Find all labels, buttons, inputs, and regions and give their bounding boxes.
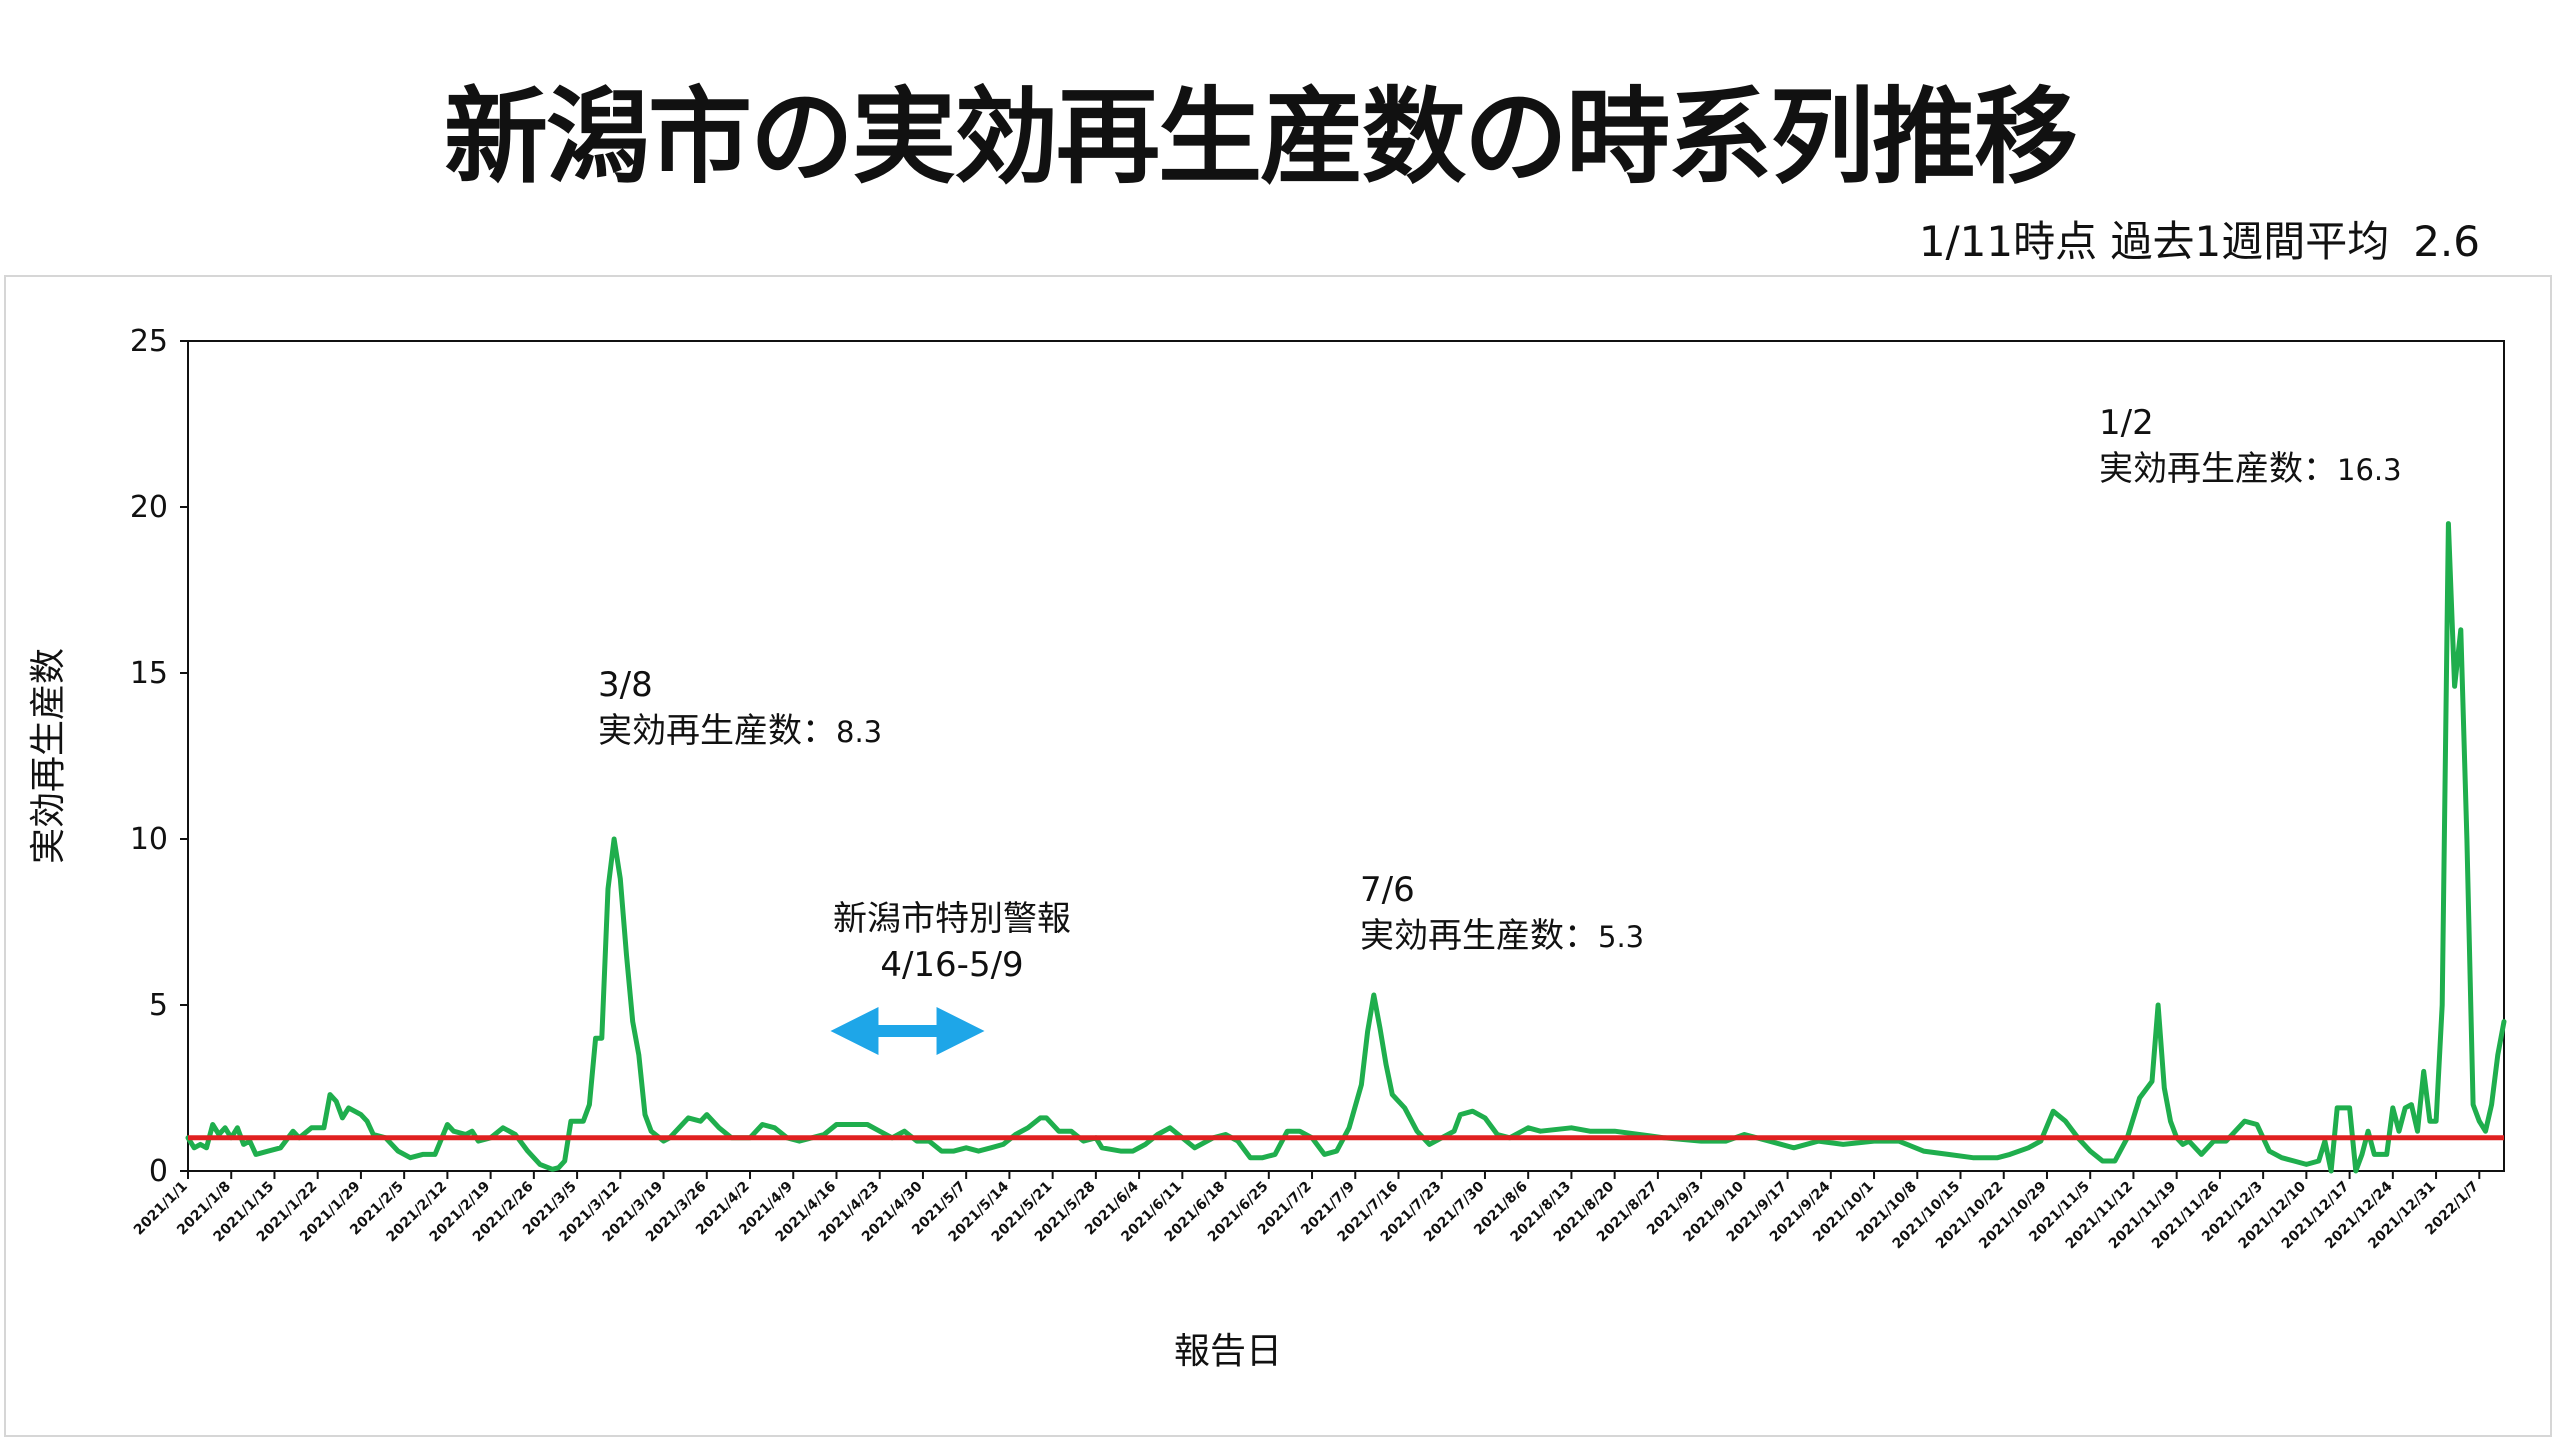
plot-area xyxy=(185,340,2507,1174)
annotation-label: 実効再生産数：5.3 xyxy=(1360,916,1644,956)
annotation-label: 実効再生産数：16.3 xyxy=(2099,449,2402,489)
special-warning-range: 4/16-5/9 xyxy=(880,945,1023,985)
annotation-value: 8.3 xyxy=(836,715,882,749)
y-tick-label: 25 xyxy=(130,324,168,359)
y-axis-title: 実効再生産数 xyxy=(28,648,69,864)
weekly-average-label: 1/11時点 過去1週間平均 xyxy=(1918,217,2390,266)
page-title: 新潟市の実効再生産数の時系列推移 xyxy=(443,76,2078,198)
weekly-average-note: 1/11時点 過去1週間平均 2.6 xyxy=(1919,208,2480,269)
chart-frame xyxy=(4,275,2552,1437)
y-tick-label: 20 xyxy=(130,490,168,525)
annotation-date: 7/6 xyxy=(1360,870,1415,910)
rt-series-line xyxy=(185,521,2507,1174)
annotation-value: 16.3 xyxy=(2337,453,2402,487)
special-warning-label: 新潟市特別警報 xyxy=(833,899,1071,939)
y-tick-label: 10 xyxy=(130,822,168,857)
annotation-date: 1/2 xyxy=(2099,403,2154,443)
annotation-value: 5.3 xyxy=(1598,920,1644,954)
annotations: 3/8 実効再生産数：8.3 7/6 実効再生産数：5.3 1/2 実効再生産数：16.3… xyxy=(598,403,2402,1055)
y-axis-ticks: 0 5 10 15 20 25 xyxy=(130,324,188,1189)
annotation-peak-july: 7/6 実効再生産数：5.3 xyxy=(1360,870,1644,956)
y-tick-label: 15 xyxy=(130,656,168,691)
y-tick-label: 5 xyxy=(149,988,168,1023)
annotation-label: 実効再生産数：8.3 xyxy=(598,711,882,751)
special-warning-period: 新潟市特別警報 4/16-5/9 xyxy=(830,899,1071,1055)
annotation-peak-march: 3/8 実効再生産数：8.3 xyxy=(598,665,882,751)
annotation-date: 3/8 xyxy=(598,665,653,705)
plot-border xyxy=(187,340,2505,1172)
annotation-peak-january: 1/2 実効再生産数：16.3 xyxy=(2099,403,2402,489)
weekly-average-value: 2.6 xyxy=(2413,217,2480,266)
y-tick-label: 0 xyxy=(149,1154,168,1189)
x-axis-ticks: 2021/1/12021/1/82021/1/152021/1/222021/1… xyxy=(131,1171,2482,1252)
x-axis-title: 報告日 xyxy=(1174,1331,1282,1372)
